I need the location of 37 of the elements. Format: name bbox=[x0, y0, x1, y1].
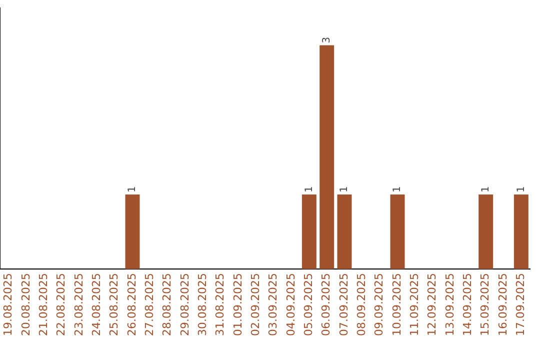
x-tick-label: 01.09.2025 bbox=[231, 273, 244, 336]
data-label: 1 bbox=[516, 186, 527, 192]
x-tick-label: 16.09.2025 bbox=[496, 273, 510, 336]
x-tick-label: 03.09.2025 bbox=[266, 273, 280, 336]
x-tick-label: 29.08.2025 bbox=[178, 273, 192, 336]
data-label: 1 bbox=[392, 186, 404, 192]
x-tick-label: 22.08.2025 bbox=[54, 273, 68, 336]
x-tick-label: 04.09.2025 bbox=[284, 273, 298, 336]
x-tick-label: 31.08.2025 bbox=[214, 273, 227, 336]
data-label: 1 bbox=[304, 186, 315, 192]
x-tick-label: 07.09.2025 bbox=[337, 273, 350, 336]
x-tick-label: 02.09.2025 bbox=[249, 273, 262, 336]
x-tick-label: 19.08.2025 bbox=[2, 273, 15, 336]
data-label: 1 bbox=[480, 186, 492, 192]
x-tick-label: 05.09.2025 bbox=[302, 273, 316, 336]
x-tick-label: 28.08.2025 bbox=[160, 273, 174, 336]
x-tick-label: 09.09.2025 bbox=[372, 273, 386, 336]
x-tick-label: 11.09.2025 bbox=[408, 273, 422, 336]
x-tick-label: 13.09.2025 bbox=[443, 273, 456, 336]
x-tick-label: 15.09.2025 bbox=[478, 273, 492, 336]
data-label: 3 bbox=[321, 36, 332, 44]
x-tick-label: 14.09.2025 bbox=[461, 273, 474, 336]
x-tick-label: 27.08.2025 bbox=[143, 273, 156, 336]
x-tick-label: 21.08.2025 bbox=[37, 273, 50, 336]
x-tick-label: 25.08.2025 bbox=[108, 273, 121, 336]
x-tick-label: 24.08.2025 bbox=[90, 273, 104, 336]
x-tick-label: 06.09.2025 bbox=[320, 273, 333, 336]
x-tick-label: 12.09.2025 bbox=[426, 273, 439, 336]
data-label: 1 bbox=[339, 186, 350, 192]
x-tick-label: 26.08.2025 bbox=[125, 273, 138, 336]
x-tick-label: 30.08.2025 bbox=[196, 273, 210, 336]
data-label: 1 bbox=[127, 186, 138, 192]
x-tick-label: 23.08.2025 bbox=[72, 273, 86, 336]
x-tick-label: 17.09.2025 bbox=[514, 273, 528, 336]
x-tick-label: 08.09.2025 bbox=[355, 273, 368, 336]
x-tick-label: 20.08.2025 bbox=[19, 273, 32, 336]
x-tick-label: 10.09.2025 bbox=[390, 273, 404, 336]
